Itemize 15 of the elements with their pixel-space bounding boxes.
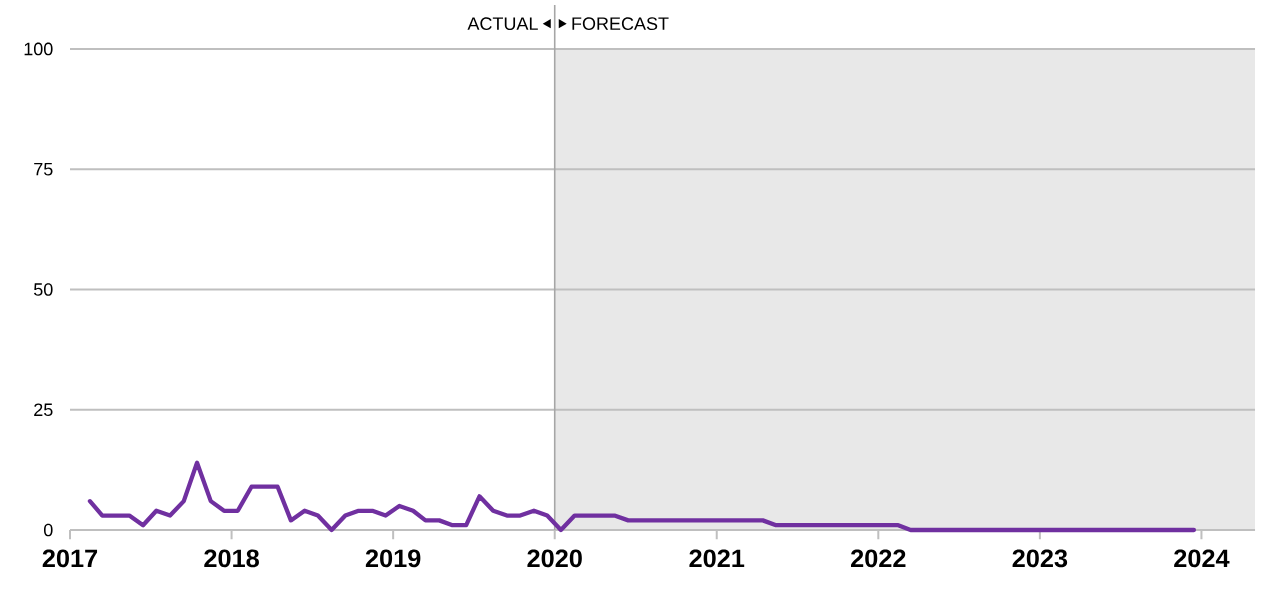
x-tick-label: 2024 bbox=[1174, 549, 1230, 568]
text: FORECAST bbox=[572, 17, 669, 31]
y-tick-label: 25 bbox=[34, 403, 53, 417]
x-tick-label: 2019 bbox=[365, 549, 421, 568]
x-tick-label: 2018 bbox=[204, 549, 259, 568]
x-tick-label: 2020 bbox=[527, 549, 582, 568]
x-tick-label: 2023 bbox=[1012, 549, 1068, 568]
y-tick-label: 100 bbox=[24, 42, 53, 56]
y-tick-label: 0 bbox=[43, 523, 53, 537]
x-tick-label: 2022 bbox=[851, 549, 906, 568]
x-tick-label: 2021 bbox=[689, 549, 745, 568]
y-tick-label: 75 bbox=[34, 162, 53, 176]
text: ACTUAL bbox=[467, 17, 538, 31]
x-tick-label: 2017 bbox=[42, 549, 98, 568]
y-tick-label: 50 bbox=[33, 283, 53, 296]
